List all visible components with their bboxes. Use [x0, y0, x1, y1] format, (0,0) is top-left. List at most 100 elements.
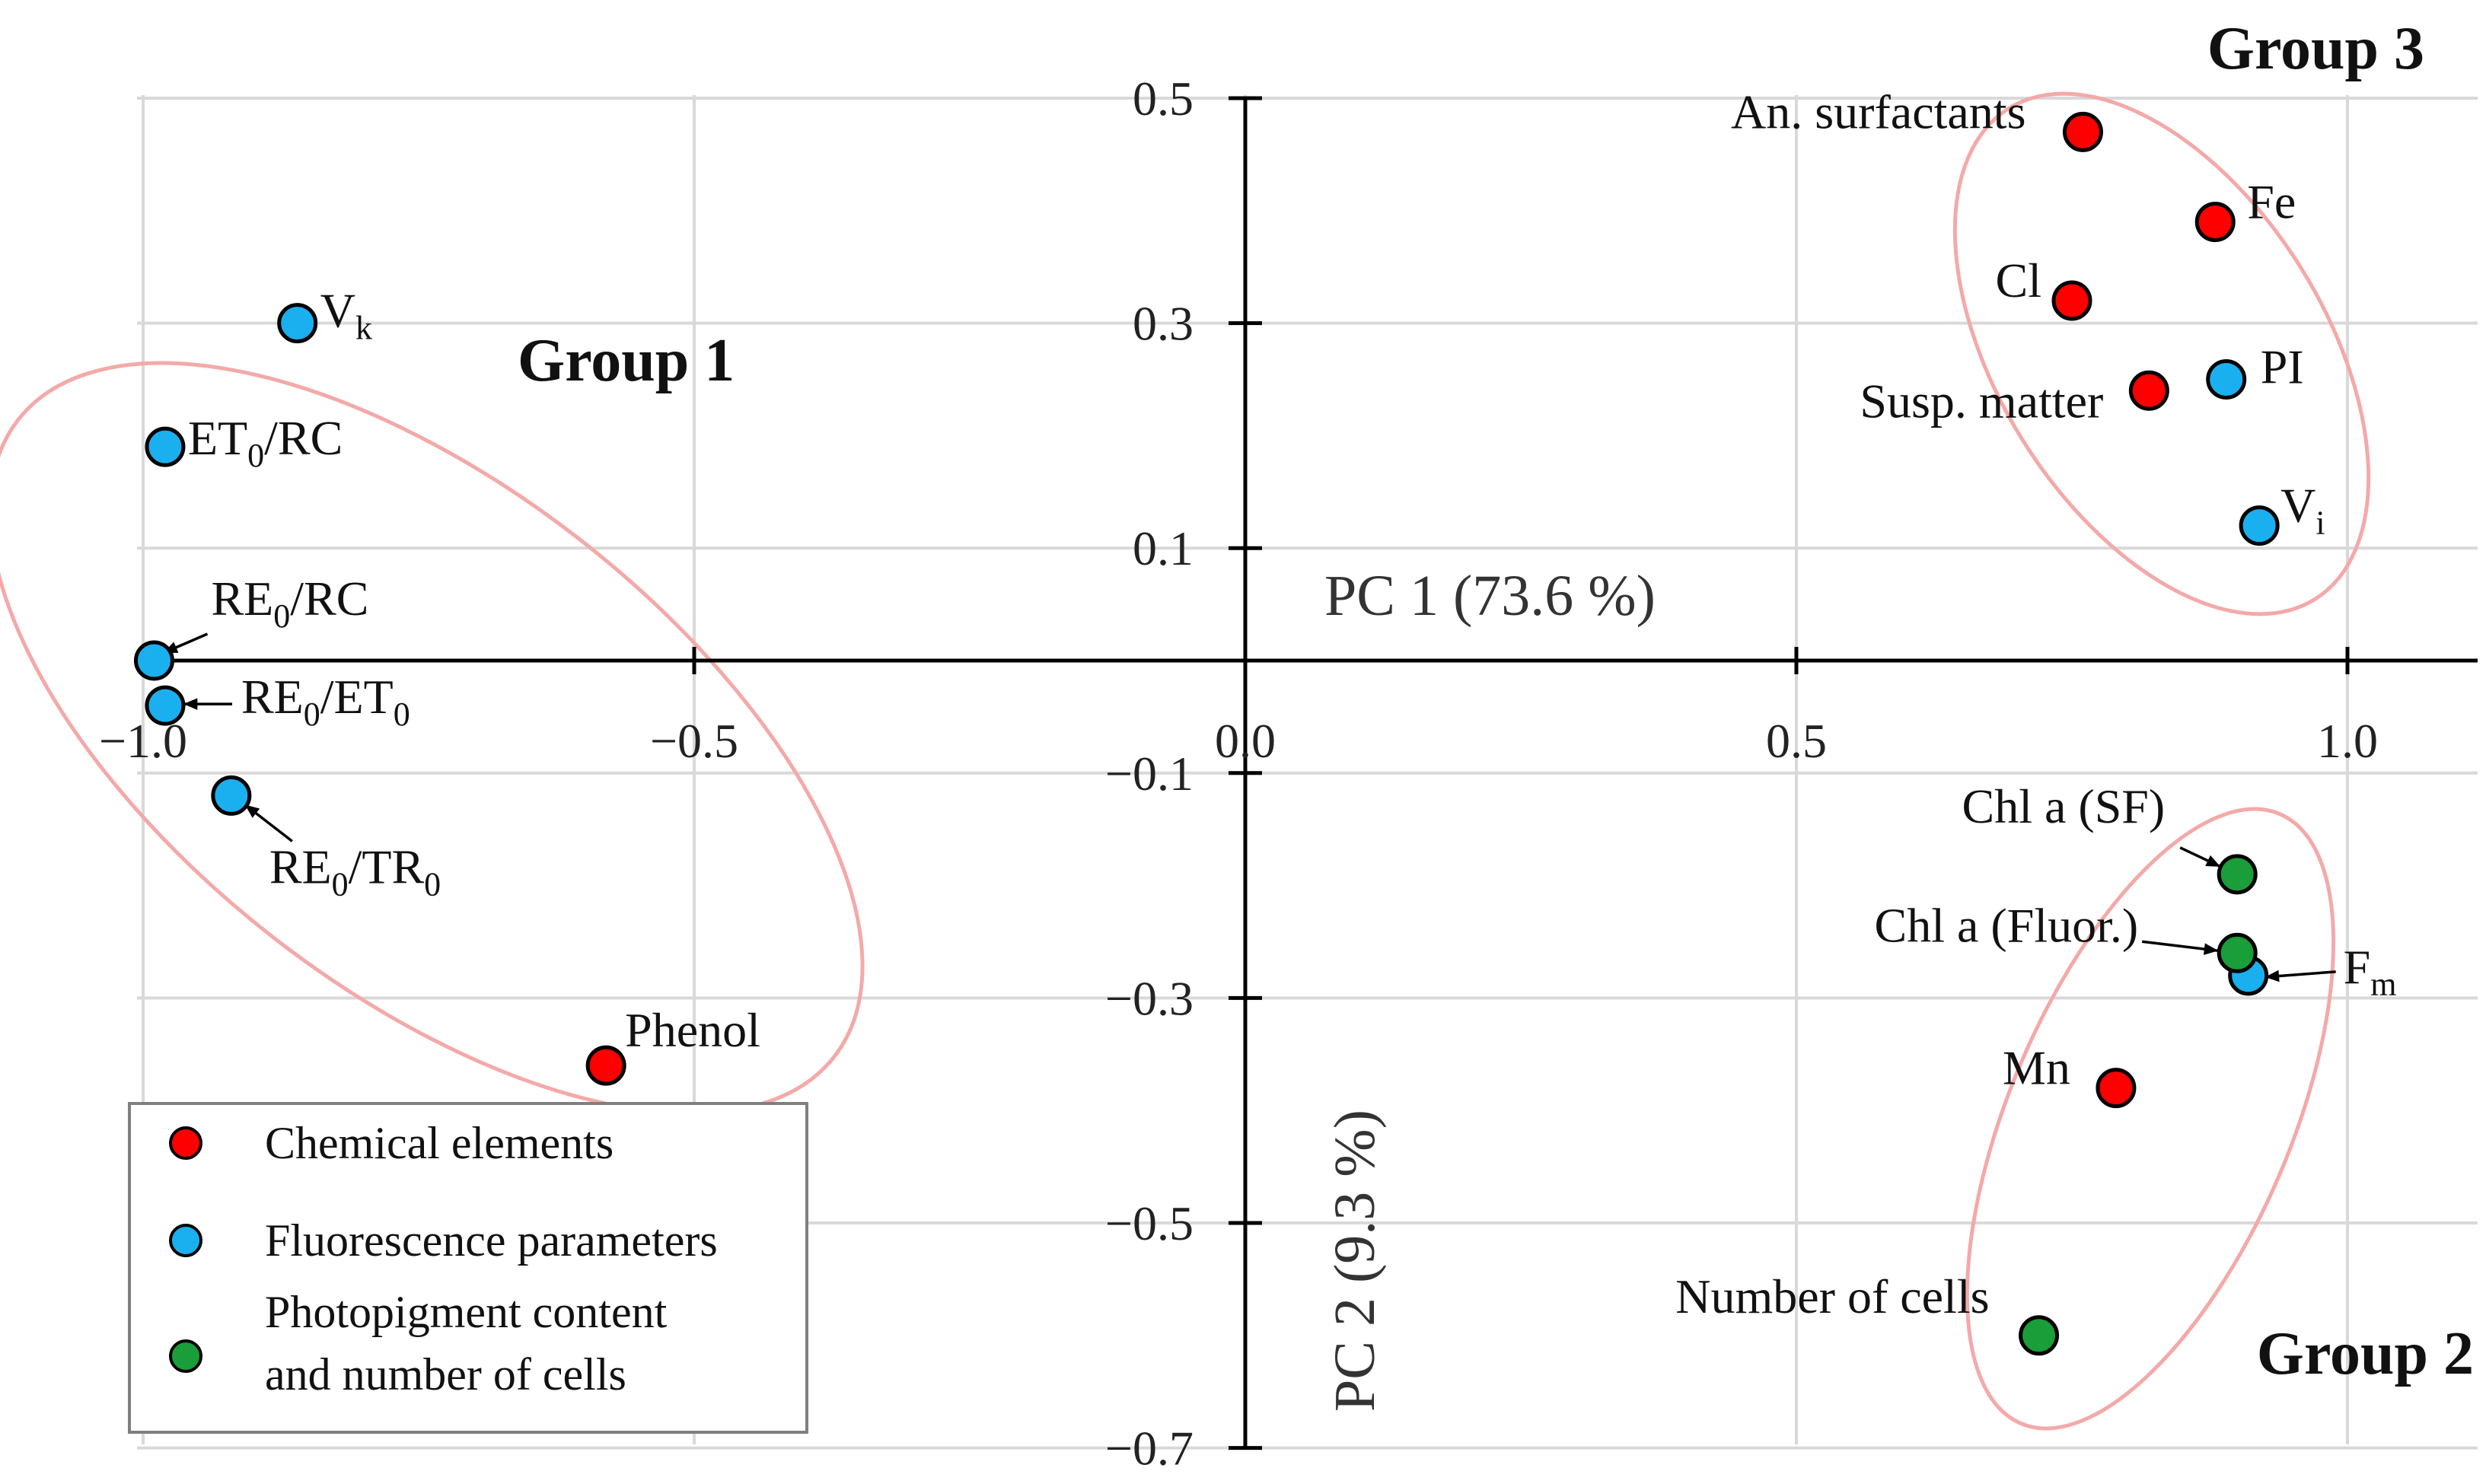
point-label-text: RE [241, 670, 304, 724]
point-label: Vi [2280, 479, 2325, 542]
point-label: RE0/RC [211, 572, 368, 635]
data-point-chemical [2194, 202, 2236, 243]
group-3-ellipse [1952, 91, 2371, 616]
point-label: RE0/TR0 [269, 839, 441, 903]
point-label: Mn [2003, 1041, 2070, 1095]
group-labels: Group 1 Group 2 Group 3 [518, 15, 2474, 1387]
point-label-subscript: 0 [332, 865, 349, 903]
data-point-chemical [585, 1045, 626, 1086]
point-label-text: Chl a (SF) [1962, 779, 2166, 833]
point-label-text: V [2280, 479, 2315, 533]
point-label-text: V [320, 284, 355, 338]
point-label-suffix: /RC [264, 411, 343, 465]
axes [137, 96, 2478, 1451]
point-label: Fe [2247, 175, 2296, 229]
point-label-subscript: k [355, 310, 372, 347]
point-label-subscript: 0 [394, 696, 410, 733]
point-label-subscript: 0 [424, 865, 441, 903]
legend-marker [169, 1126, 202, 1160]
point-label-text: RE [269, 839, 332, 893]
legend-label: Chemical elements [265, 1118, 614, 1168]
point-label: Chl a (SF) [1962, 779, 2166, 833]
point-label: Phenol [625, 1003, 760, 1057]
label-arrows [162, 632, 2336, 982]
point-label-text: An. surfactants [1731, 84, 2025, 139]
group-label: Group 1 [518, 327, 735, 394]
arrow-head [2264, 970, 2280, 982]
point-label-subscript: i [2315, 505, 2325, 542]
group-label: Group 3 [2207, 15, 2424, 82]
point-label-suffix: /RC [290, 572, 368, 626]
legend-marker [169, 1224, 202, 1257]
point-label-text: Cl [1996, 253, 2041, 307]
point-label-subscript: 0 [247, 437, 264, 474]
x-tick-labels: −1.0 −0.5 0.0 0.5 1.0 [99, 714, 2378, 768]
data-point-photopigment [2217, 932, 2258, 973]
y-tick-label: −0.1 [1105, 747, 1194, 801]
data-point-chemical [2062, 111, 2103, 152]
y-axis-title: PC 2 (9.3 %) [1323, 1110, 1387, 1412]
point-label-text: Number of cells [1675, 1269, 1989, 1323]
point-label-subscript: 0 [273, 597, 290, 635]
arrow-head [244, 804, 260, 818]
x-axis-title: PC 1 (73.6 %) [1324, 564, 1656, 628]
legend-label: and number of cells [265, 1349, 626, 1400]
point-label-subscript: m [2370, 966, 2396, 1003]
legend-marker [169, 1339, 202, 1373]
group-2-ellipse [1965, 807, 2336, 1431]
y-tick-label: −0.5 [1105, 1196, 1194, 1250]
y-tick-label: −0.3 [1105, 971, 1194, 1025]
y-tick-label: 0.5 [1133, 72, 1194, 126]
data-point-photopigment [2019, 1315, 2060, 1356]
arrow-head [2203, 943, 2219, 955]
legend-label: Fluorescence parameters [265, 1215, 718, 1266]
point-label: ET0/RC [188, 411, 343, 474]
data-point-fluorescence [133, 640, 174, 681]
x-tick-label: 0.0 [1215, 714, 1276, 768]
point-label-text: Mn [2003, 1041, 2070, 1095]
arrow-head [2205, 855, 2221, 867]
point-label-text: RE [211, 572, 273, 626]
y-tick-label: −0.7 [1105, 1422, 1194, 1476]
legend-label: Photopigment content [265, 1287, 668, 1337]
point-label-subscript: 0 [304, 696, 320, 733]
data-point-fluorescence [277, 303, 318, 344]
legend-box [128, 1102, 808, 1434]
point-label-text: F [2344, 940, 2371, 994]
data-point-chemical [2128, 370, 2169, 411]
point-label-text: Phenol [625, 1003, 760, 1057]
point-label: PI [2261, 340, 2304, 394]
arrow-head [183, 698, 198, 710]
x-tick-label: 1.0 [2317, 714, 2378, 768]
point-label: An. surfactants [1731, 84, 2025, 139]
data-point-fluorescence [211, 775, 252, 816]
point-label-text: Susp. matter [1860, 374, 2103, 428]
point-label: Chl a (Fluor.) [1875, 898, 2139, 952]
point-label-text: PI [2261, 340, 2304, 394]
y-tick-label: 0.1 [1133, 521, 1194, 575]
point-label: Vk [320, 284, 372, 347]
point-label-suffix: /TR [349, 839, 425, 893]
legend: Chemical elements Fluorescence parameters… [128, 1102, 808, 1434]
point-label: Susp. matter [1860, 374, 2103, 428]
point-label: Number of cells [1675, 1269, 1989, 1323]
point-label-text: ET [188, 411, 247, 465]
group-ellipses [0, 91, 2371, 1431]
data-point-fluorescence [145, 426, 186, 467]
group-label: Group 2 [2257, 1320, 2474, 1387]
data-point-chemical [2051, 280, 2092, 321]
data-point-photopigment [2217, 854, 2258, 895]
data-point-fluorescence [2206, 359, 2247, 400]
point-label-text: Fe [2247, 175, 2296, 229]
data-point-fluorescence [145, 685, 186, 726]
data-point-chemical [2096, 1068, 2137, 1109]
point-label: Cl [1996, 253, 2041, 307]
data-point-fluorescence [2239, 505, 2280, 546]
point-label: Fm [2344, 940, 2397, 1003]
y-tick-label: 0.3 [1133, 297, 1194, 351]
y-tick-labels: 0.5 0.3 0.1 −0.1 −0.3 −0.5 −0.7 [1105, 72, 1194, 1476]
point-label-text: Chl a (Fluor.) [1875, 898, 2139, 952]
point-label: RE0/ET0 [241, 670, 410, 733]
x-tick-label: −0.5 [650, 714, 738, 768]
